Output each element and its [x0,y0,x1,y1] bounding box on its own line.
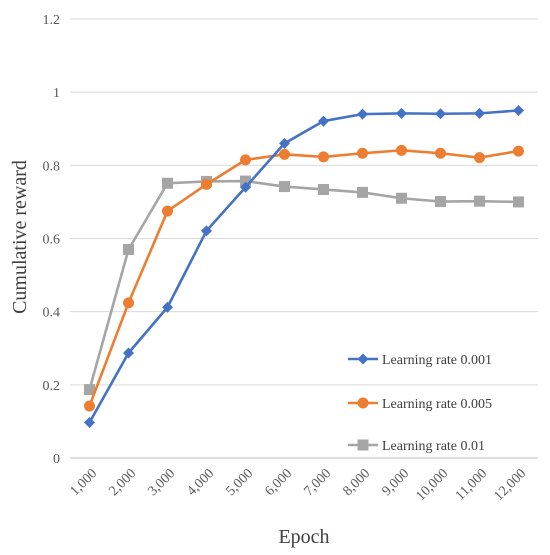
legend-item: Learning rate 0.01 [348,439,485,454]
data-point [162,205,173,217]
data-point [279,137,290,149]
legend-item: Learning rate 0.001 [348,353,492,368]
legend-marker [357,439,369,451]
data-point [84,400,95,412]
data-point [513,104,524,116]
data-point [357,108,368,120]
data-point [123,297,134,309]
data-point [318,183,329,195]
x-tick-label: 10,000 [413,466,451,504]
legend-label: Learning rate 0.005 [382,397,492,412]
series-layer [84,104,524,429]
y-tick-label: 0.2 [43,379,61,394]
x-axis-title: Epoch [278,526,329,548]
series-3 [84,175,524,396]
data-point [435,196,446,208]
data-point [435,147,446,159]
y-tick-label: 0.6 [43,233,61,248]
series-line [88,149,519,407]
data-point [396,107,407,119]
data-point [474,195,485,207]
data-point [162,177,173,189]
legend-label: Learning rate 0.001 [382,353,492,368]
data-point [123,347,134,359]
y-tick-label: 0 [53,452,60,467]
x-tick-label: 9,000 [379,466,412,499]
series-1 [84,104,524,429]
data-point [201,225,212,237]
legend: Learning rate 0.001 Learning rate 0.005 Le… [348,353,492,454]
x-tick-label: 8,000 [340,466,373,499]
data-point [84,384,95,396]
data-point [123,243,134,255]
y-tick-label: 1.2 [43,13,61,28]
data-point [513,145,524,157]
x-axis-ticks: 1,000 2,000 3,000 4,000 5,000 6,000 7,000 8,000… [67,466,529,504]
series-2 [84,144,524,412]
data-point [513,196,524,208]
data-point [279,181,290,193]
gridlines [70,18,538,459]
x-tick-label: 2,000 [106,466,139,499]
data-point [279,148,290,160]
data-point [240,181,251,193]
x-tick-label: 6,000 [262,466,295,499]
x-tick-label: 12,000 [491,466,529,504]
y-axis-title: Cumulative reward [9,160,31,314]
data-point [318,151,329,163]
x-tick-label: 7,000 [301,466,334,499]
y-tick-label: 0.4 [43,306,61,321]
data-point [318,115,329,127]
y-tick-label: 0.8 [43,159,61,174]
legend-label: Learning rate 0.01 [382,439,485,454]
data-point [84,417,95,429]
x-tick-label: 5,000 [223,466,256,499]
data-point [474,152,485,164]
x-tick-label: 11,000 [453,466,490,503]
x-tick-label: 4,000 [184,466,217,499]
legend-marker [357,397,369,409]
legend-marker [357,353,369,365]
data-point [357,147,368,159]
data-point [240,175,251,187]
series-line [88,179,519,390]
x-tick-label: 3,000 [145,466,178,499]
series-line [88,109,519,424]
data-point [474,107,485,119]
data-point [162,301,173,313]
data-point [396,144,407,156]
data-point [201,178,212,190]
data-point [240,154,251,166]
y-tick-label: 1 [53,86,60,101]
data-point [357,186,368,198]
data-point [396,192,407,204]
legend-item: Learning rate 0.005 [348,397,492,412]
y-axis-ticks: 0 0.2 0.4 0.6 0.8 1 1.2 [43,13,61,467]
x-tick-label: 1,000 [67,466,100,499]
data-point [435,108,446,120]
